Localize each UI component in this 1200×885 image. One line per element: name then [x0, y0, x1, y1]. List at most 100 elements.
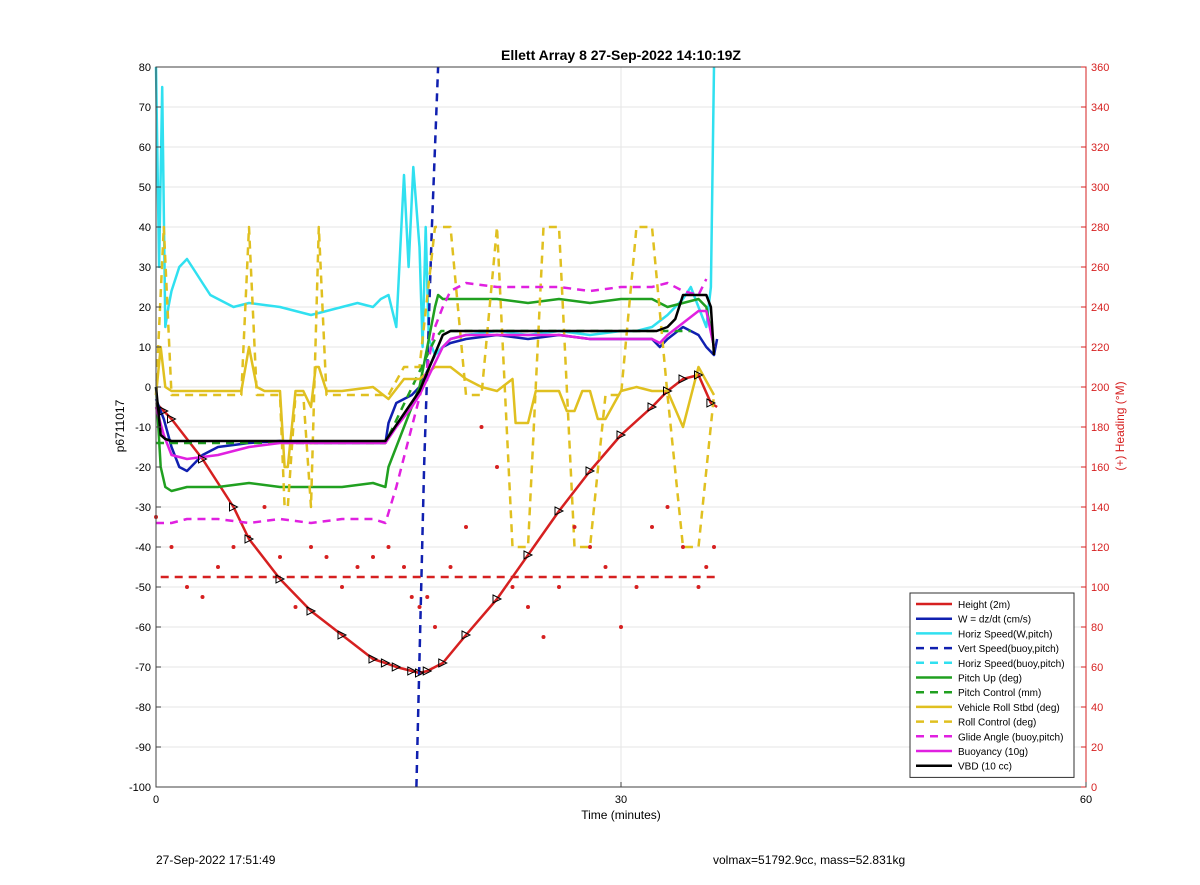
y2-tick-label: 220 [1091, 342, 1109, 354]
y-tick-label: -10 [135, 422, 151, 434]
height-marker [159, 406, 169, 416]
right-axis-ticks: 0 20 40 60 80 100 120 140 160 180 200 220 240 260 280 3… [1081, 62, 1109, 794]
heading-point [262, 505, 267, 509]
legend-box [909, 592, 1075, 778]
height-marker [492, 594, 503, 604]
heading-point [425, 595, 430, 599]
height-marker [275, 574, 286, 584]
heading-point [200, 595, 205, 599]
heading-point [510, 585, 515, 589]
series-line-vbd-10-cc [154, 293, 716, 443]
series-line-roll-control-deg [154, 225, 716, 549]
heading-point [185, 585, 189, 589]
y-tick-label: -20 [135, 462, 151, 474]
y-tick-label: -40 [135, 542, 151, 554]
heading-point [386, 545, 391, 549]
height-marker [244, 534, 255, 544]
height-marker [407, 666, 417, 676]
y2-tick-label: 260 [1091, 262, 1109, 274]
heading-point [324, 555, 329, 559]
height-marker [337, 630, 348, 640]
footer-timestamp: 27-Sep-2022 17:51:49 [156, 853, 276, 867]
x-axis-ticks: 0 30 60 [153, 782, 1092, 806]
y2-tick-label: 120 [1091, 542, 1109, 554]
height-marker [694, 370, 704, 380]
heading-point [526, 605, 530, 609]
legend: Height (2m) W = dz/dt (cm/s) Horiz Speed(W… [909, 592, 1075, 778]
legend-label: VBD (10 cc) [958, 762, 1012, 773]
y-tick-label: 50 [139, 182, 151, 194]
heading-point [402, 565, 406, 569]
height-marker [380, 658, 391, 668]
heading-point [619, 625, 623, 629]
height-marker [368, 654, 379, 664]
heading-point [417, 605, 422, 609]
heading-point [409, 595, 414, 599]
y-tick-label: 10 [139, 342, 151, 354]
heading-point [371, 555, 375, 559]
heading-point [464, 525, 468, 529]
y2-tick-label: 140 [1091, 502, 1109, 514]
y-tick-label: 60 [139, 142, 151, 154]
chart-title: Ellett Array 8 27-Sep-2022 14:10:19Z [501, 47, 741, 63]
y2-tick-label: 100 [1091, 582, 1109, 594]
height-marker [167, 414, 177, 424]
heading-point [433, 625, 437, 629]
heading-point [309, 545, 313, 549]
y-tick-label: 80 [139, 62, 151, 74]
height-marker [585, 466, 596, 476]
legend-label: Horiz Speed(W,pitch) [958, 629, 1052, 640]
heading-point [495, 465, 499, 469]
heading-point [448, 565, 453, 569]
y-tick-label: 40 [139, 222, 151, 234]
height-marker [391, 662, 402, 672]
height-marker [306, 606, 317, 616]
legend-label: Vert Speed(buoy,pitch) [958, 644, 1059, 655]
height-marker [523, 550, 534, 560]
y2-tick-label: 240 [1091, 302, 1109, 314]
legend-label: Height (2m) [958, 600, 1010, 611]
y2-tick-label: 40 [1091, 702, 1103, 714]
heading-point [541, 635, 546, 639]
y2-tick-label: 80 [1091, 622, 1103, 634]
legend-label: Buoyancy (10g) [958, 747, 1028, 758]
y-tick-label: 70 [139, 102, 151, 114]
y-tick-label: -70 [135, 662, 151, 674]
y2-tick-label: 160 [1091, 462, 1109, 474]
heading-point [712, 545, 716, 549]
y-tick-label: 0 [145, 382, 151, 394]
heading-point [634, 585, 639, 589]
y2-tick-label: 340 [1091, 102, 1109, 114]
x-tick-label: 60 [1080, 794, 1092, 806]
height-marker [706, 398, 717, 408]
height-marker [554, 506, 565, 516]
height-marker [663, 386, 673, 396]
y-tick-label: -30 [135, 502, 151, 514]
height-marker [678, 374, 689, 384]
height-marker [198, 454, 208, 464]
heading-point [479, 425, 484, 429]
heading-point [231, 545, 236, 549]
height-marker [461, 630, 472, 640]
y-tick-label: -50 [135, 582, 151, 594]
y-tick-label: 20 [139, 302, 151, 314]
height-marker [647, 402, 658, 412]
y-tick-label: -90 [135, 742, 151, 754]
y-axis-label: p6711017 [113, 399, 127, 452]
y-tick-label: -60 [135, 622, 151, 634]
y-tick-label: 30 [139, 262, 151, 274]
x-tick-label: 0 [153, 794, 159, 806]
y2-tick-label: 60 [1091, 662, 1103, 674]
y2-tick-label: 300 [1091, 182, 1109, 194]
left-axis-ticks: -100-90-80-70-60-50-40-30-20-10010203040… [129, 62, 161, 794]
height-marker [422, 666, 433, 676]
heading-point [278, 555, 282, 559]
heading-point [704, 565, 709, 569]
height-marker [229, 502, 239, 512]
heading-point [665, 505, 670, 509]
footer-mass-info: volmax=51792.9cc, mass=52.831kg [713, 853, 906, 867]
y2-tick-label: 200 [1091, 382, 1109, 394]
legend-label: Roll Control (deg) [958, 718, 1036, 729]
legend-label: Pitch Up (deg) [958, 674, 1022, 685]
